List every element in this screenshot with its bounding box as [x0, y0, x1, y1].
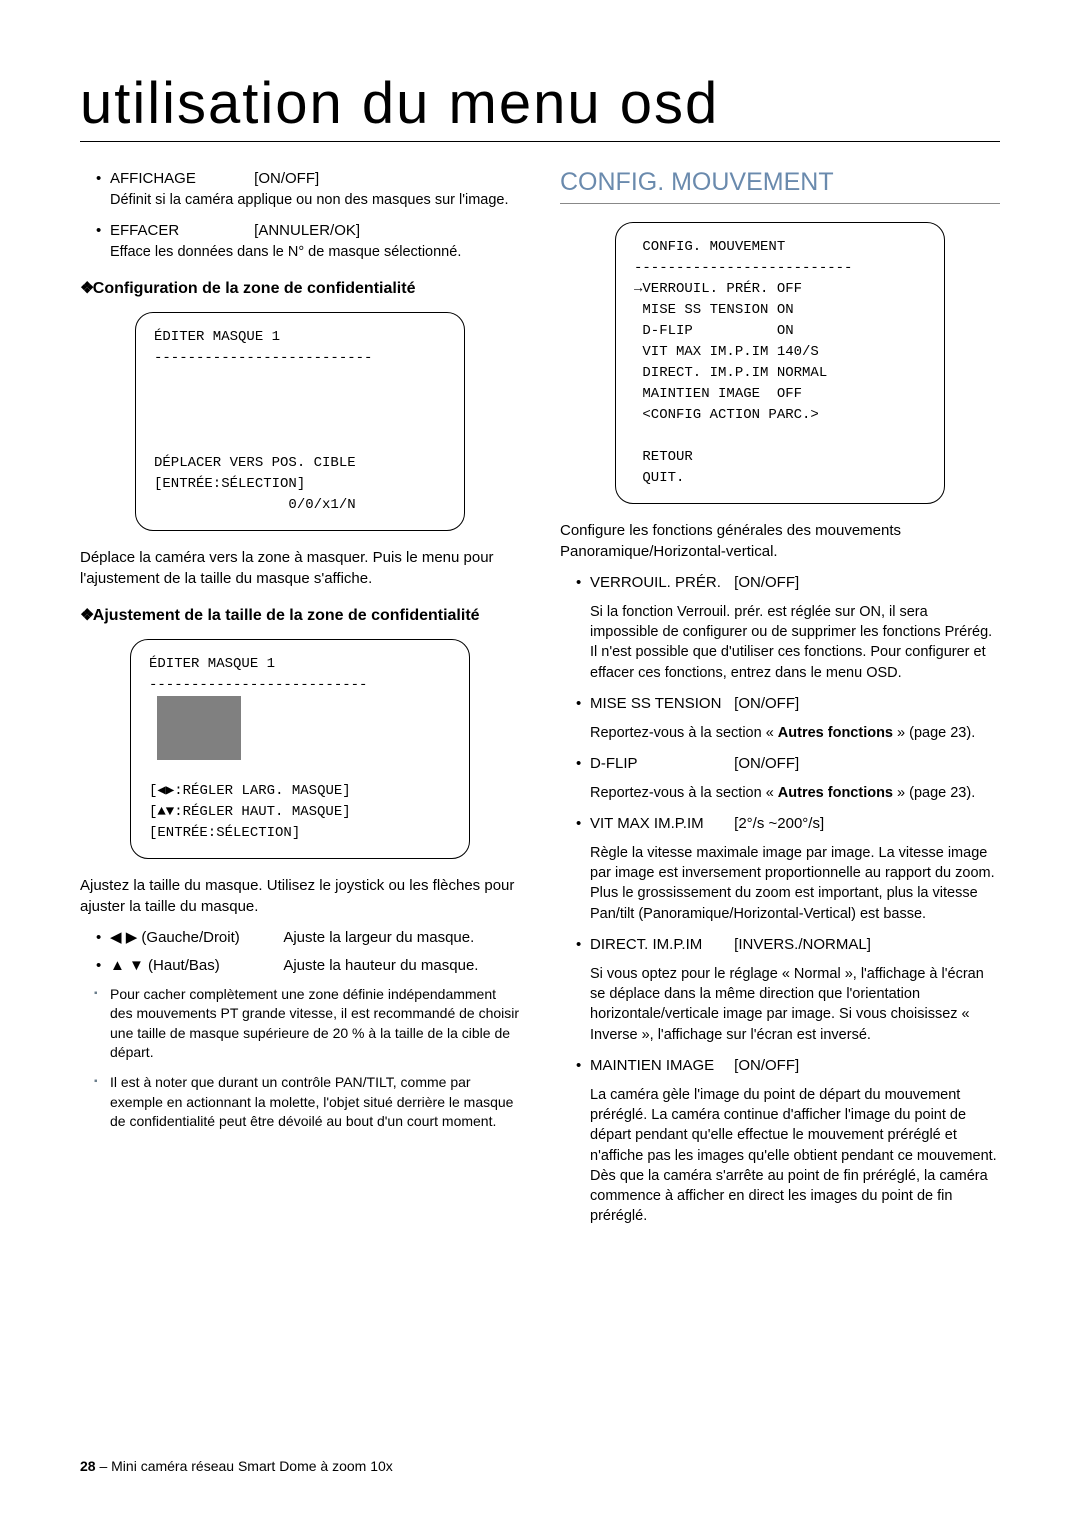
item-label: VIT MAX IM.P.IM [590, 813, 730, 835]
osd-line: QUIT. [634, 470, 684, 486]
footer-text: – Mini caméra réseau Smart Dome à zoom 1… [96, 1458, 393, 1474]
osd-line: ÉDITER MASQUE 1 [149, 656, 275, 672]
item-label: EFFACER [110, 220, 250, 242]
osd-box-editer-masque-1: ÉDITER MASQUE 1 ------------------------… [135, 312, 465, 531]
item-label: D-FLIP [590, 753, 730, 775]
note: Il est à noter que durant un contrôle PA… [94, 1073, 520, 1132]
item-value: [ON/OFF] [734, 1055, 799, 1077]
page: utilisation du menu osd AFFICHAGE [ON/OF… [0, 0, 1080, 1524]
item-affichage: AFFICHAGE [ON/OFF] Définit si la caméra … [96, 168, 520, 210]
item-verrouil-prer: VERROUIL. PRÉR. [ON/OFF] [576, 572, 1000, 594]
osd-line: [ENTRÉE:SÉLECTION] [149, 825, 300, 841]
osd-box-editer-masque-2: ÉDITER MASQUE 1 ------------------------… [130, 639, 470, 859]
osd-line: VIT MAX IM.P.IM 140/S [634, 344, 819, 360]
text: » (page 23). [893, 785, 975, 801]
osd-line: MAINTIEN IMAGE OFF [634, 386, 802, 402]
arrow-symbols: ◀ ▶ (Gauche/Droit) [110, 927, 280, 949]
right-column: CONFIG. MOUVEMENT CONFIG. MOUVEMENT ----… [560, 168, 1000, 1237]
osd-line: MISE SS TENSION ON [634, 302, 794, 318]
columns: AFFICHAGE [ON/OFF] Définit si la caméra … [80, 168, 1000, 1237]
osd-line: [ENTRÉE:SÉLECTION] [154, 476, 305, 492]
item-maintien-image: MAINTIEN IMAGE [ON/OFF] [576, 1055, 1000, 1077]
item-value: [ON/OFF] [254, 168, 319, 190]
item-effacer: EFFACER [ANNULER/OK] Efface les données … [96, 220, 520, 262]
subheading-size-adjust: ❖Ajustement de la taille de la zone de c… [80, 605, 520, 625]
text: Reportez-vous à la section « [590, 725, 778, 741]
osd-line: -------------------------- [634, 260, 852, 276]
item-label: VERROUIL. PRÉR. [590, 572, 730, 594]
subheading-zone-config: ❖Configuration de la zone de confidentia… [80, 278, 520, 298]
osd-line: D-FLIP ON [634, 323, 794, 339]
note: Pour cacher complètement une zone défini… [94, 985, 520, 1063]
item-value: [ON/OFF] [734, 572, 799, 594]
arrow-item-lr: ◀ ▶ (Gauche/Droit) Ajuste la largeur du … [96, 927, 520, 949]
paragraph: Déplace la caméra vers la zone à masquer… [80, 547, 520, 589]
osd-line: ÉDITER MASQUE 1 [154, 329, 280, 345]
text: Reportez-vous à la section « [590, 785, 778, 801]
osd-line: DÉPLACER VERS POS. CIBLE [154, 455, 356, 471]
osd-line: -------------------------- [149, 677, 367, 693]
item-label: DIRECT. IM.P.IM [590, 934, 730, 956]
item-value: [ON/OFF] [734, 693, 799, 715]
item-value: [ANNULER/OK] [254, 220, 360, 242]
item-desc: Règle la vitesse maximale image par imag… [560, 843, 1000, 924]
item-desc: Reportez-vous à la section « Autres fonc… [560, 723, 1000, 743]
item-direct-im: DIRECT. IM.P.IM [INVERS./NORMAL] [576, 934, 1000, 956]
section-title-config-mouvement: CONFIG. MOUVEMENT [560, 168, 1000, 204]
footer: 28 – Mini caméra réseau Smart Dome à zoo… [80, 1458, 393, 1474]
arrow-item-ud: ▲ ▼ (Haut/Bas) Ajuste la hauteur du masq… [96, 955, 520, 977]
item-value: [INVERS./NORMAL] [734, 934, 871, 956]
page-number: 28 [80, 1458, 96, 1474]
osd-line: 0/0/x1/N [154, 497, 356, 513]
osd-line: -------------------------- [154, 350, 372, 366]
paragraph: Ajustez la taille du masque. Utilisez le… [80, 875, 520, 917]
paragraph: Configure les fonctions générales des mo… [560, 520, 1000, 562]
item-desc: Si la fonction Verrouil. prér. est réglé… [560, 602, 1000, 683]
osd-line: <CONFIG ACTION PARC.> [634, 407, 819, 423]
item-desc: Définit si la caméra applique ou non des… [110, 190, 520, 210]
text: » (page 23). [893, 725, 975, 741]
bold-text: Autres fonctions [778, 725, 893, 741]
item-value: [2°/s ~200°/s] [734, 813, 824, 835]
osd-line: RETOUR [634, 449, 693, 465]
arrow-desc: Ajuste la largeur du masque. [283, 929, 474, 946]
arrow-desc: Ajuste la hauteur du masque. [283, 957, 478, 974]
osd-box-config-mouvement: CONFIG. MOUVEMENT ----------------------… [615, 222, 945, 504]
page-title: utilisation du menu osd [80, 70, 1000, 142]
osd-line: →VERROUIL. PRÉR. OFF [634, 281, 802, 297]
mask-preview-block [157, 696, 241, 760]
item-d-flip: D-FLIP [ON/OFF] [576, 753, 1000, 775]
item-label: AFFICHAGE [110, 168, 250, 190]
bold-text: Autres fonctions [778, 785, 893, 801]
item-desc: Reportez-vous à la section « Autres fonc… [560, 783, 1000, 803]
item-desc: Si vous optez pour le réglage « Normal »… [560, 964, 1000, 1045]
item-desc: Efface les données dans le N° de masque … [110, 242, 520, 262]
item-desc: La caméra gèle l'image du point de dépar… [560, 1085, 1000, 1227]
osd-line: CONFIG. MOUVEMENT [634, 239, 785, 255]
item-label: MAINTIEN IMAGE [590, 1055, 730, 1077]
item-mise-ss-tension: MISE SS TENSION [ON/OFF] [576, 693, 1000, 715]
subheading-text: Configuration de la zone de confidential… [93, 280, 416, 297]
left-column: AFFICHAGE [ON/OFF] Définit si la caméra … [80, 168, 520, 1237]
osd-line: DIRECT. IM.P.IM NORMAL [634, 365, 827, 381]
item-vit-max: VIT MAX IM.P.IM [2°/s ~200°/s] [576, 813, 1000, 835]
osd-line: [◀▶:RÉGLER LARG. MASQUE] [149, 783, 351, 799]
item-value: [ON/OFF] [734, 753, 799, 775]
osd-line: [▲▼:RÉGLER HAUT. MASQUE] [149, 804, 351, 820]
arrow-symbols: ▲ ▼ (Haut/Bas) [110, 955, 280, 977]
subheading-text: Ajustement de la taille de la zone de co… [93, 607, 480, 624]
item-label: MISE SS TENSION [590, 693, 730, 715]
